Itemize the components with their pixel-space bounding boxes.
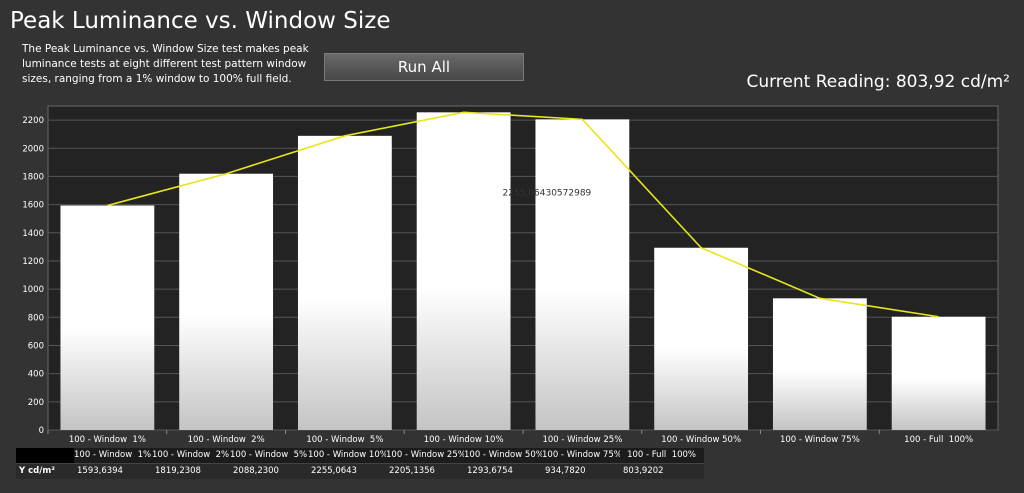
- bar: [179, 173, 274, 430]
- table-cell: 1819,2308: [155, 466, 201, 476]
- x-tick-label: 100 - Window 25%: [542, 435, 622, 445]
- y-tick-label: 1400: [22, 229, 44, 239]
- x-tick-label: 100 - Window 75%: [780, 435, 860, 445]
- table-cell: 934,7820: [545, 466, 586, 476]
- bar: [772, 298, 867, 430]
- y-tick-label: 1800: [22, 172, 44, 182]
- y-tick-label: 1600: [22, 201, 44, 211]
- luminance-chart: 0 200 400 600 800 1000 1200 1400 1600 1800 2000 220…: [22, 105, 999, 445]
- table-header-cell: 100 - Window 10%: [308, 450, 386, 460]
- table-header-cell: 100 - Window 50%: [464, 450, 542, 460]
- row-label: Y cd/m²: [19, 466, 55, 476]
- bar: [654, 247, 749, 430]
- table-cell: 2205,1356: [389, 466, 435, 476]
- bar: [60, 205, 155, 430]
- y-tick-label: 1200: [22, 257, 44, 267]
- x-tick-label: 100 - Window 50%: [661, 435, 741, 445]
- values-table: 100 - Window 1% 100 - Window 2% 100 - Wind…: [16, 448, 704, 479]
- x-tick-label: 100 - Window 2%: [188, 435, 265, 445]
- current-reading: Current Reading: 803,92 cd/m²: [746, 72, 1010, 92]
- table-header-cell: 100 - Window 25%: [386, 450, 464, 460]
- table-cell: 803,9202: [623, 466, 664, 476]
- x-tick-label: 100 - Window 1%: [69, 435, 146, 445]
- y-tick-label: 2200: [22, 116, 44, 126]
- table-cell: 2088,2300: [233, 466, 279, 476]
- table-cell: 1293,6754: [467, 466, 513, 476]
- table-header-cell: 100 - Window 75%: [542, 450, 620, 460]
- table-cell: 2255,0643: [311, 466, 357, 476]
- y-tick-label: 400: [28, 370, 44, 380]
- table-corner: [16, 448, 74, 463]
- x-tick-label: 100 - Full 100%: [904, 435, 973, 445]
- test-description: The Peak Luminance vs. Window Size test …: [22, 43, 309, 85]
- table-cell: 1593,6394: [77, 466, 123, 476]
- bar: [535, 119, 630, 430]
- y-tick-label: 2000: [22, 144, 44, 154]
- value-tooltip: 2255,06430572989: [503, 188, 592, 198]
- table-header-cell: 100 - Window 1%: [74, 450, 152, 460]
- table-row: Y cd/m² 1593,6394 1819,2308 2088,2300 2255,…: [16, 463, 704, 479]
- table-header-cell: 100 - Full 100%: [627, 450, 696, 460]
- table-header-cell: 100 - Window 2%: [152, 450, 230, 460]
- bar: [297, 135, 392, 430]
- trend-line: [107, 111, 939, 318]
- bar: [416, 112, 511, 430]
- y-tick-label: 0: [39, 426, 44, 436]
- bar: [891, 316, 986, 430]
- y-tick-label: 600: [28, 341, 44, 351]
- y-tick-label: 1000: [22, 285, 44, 295]
- table-header-row: 100 - Window 1% 100 - Window 2% 100 - Wind…: [16, 448, 704, 463]
- x-tick-label: 100 - Window 10%: [424, 435, 504, 445]
- page-title: Peak Luminance vs. Window Size: [10, 8, 391, 34]
- x-tick-label: 100 - Window 5%: [306, 435, 383, 445]
- y-tick-label: 800: [28, 313, 44, 323]
- y-tick-label: 200: [28, 398, 44, 408]
- table-header-cell: 100 - Window 5%: [230, 450, 308, 460]
- run-all-button[interactable]: Run All: [324, 53, 524, 81]
